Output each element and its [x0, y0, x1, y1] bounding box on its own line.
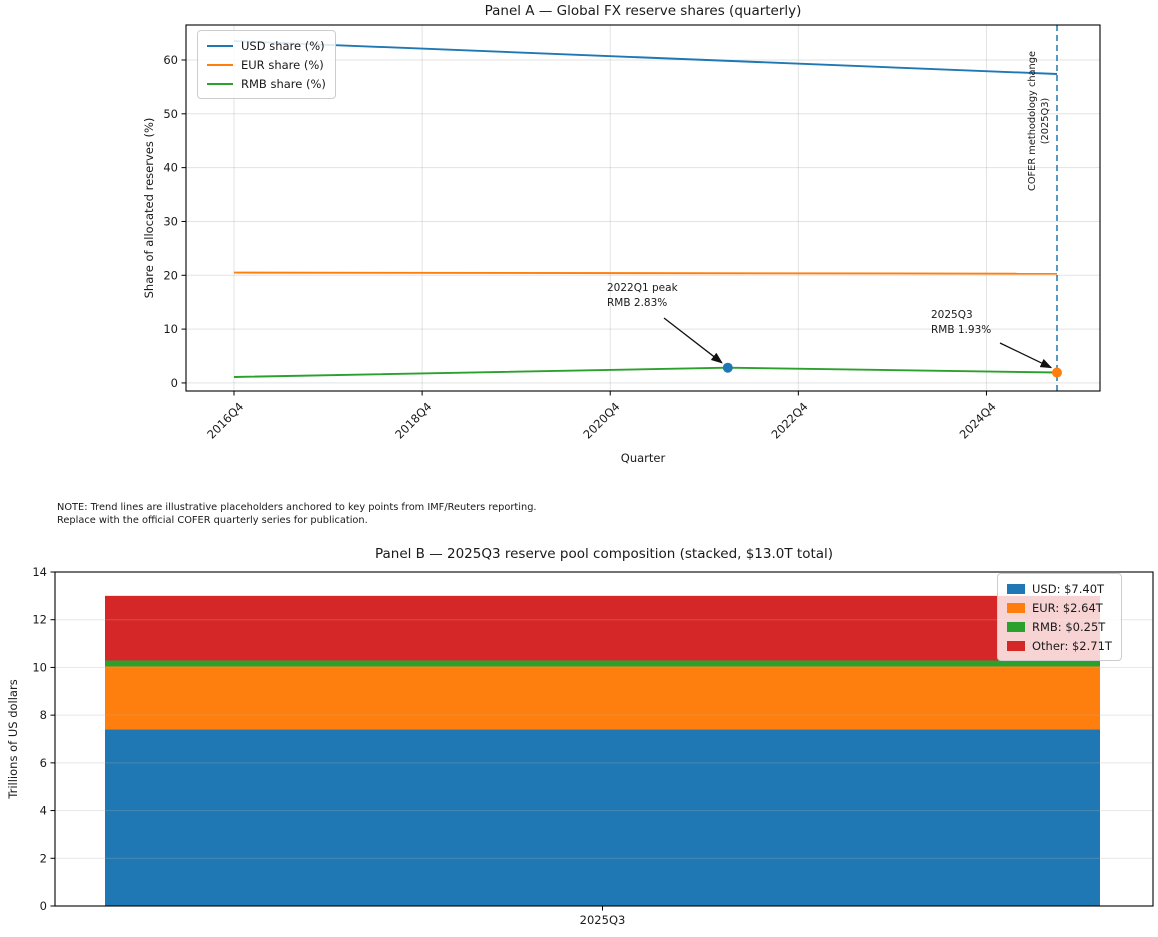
panel-b-plot: 0 2 4 6 8 10 12 14 2025Q3 — [32, 565, 1154, 927]
panel-a-y-tick-label: 30 — [163, 214, 178, 228]
panel-a-x-tick-label: 2020Q4 — [580, 399, 622, 441]
panel-a-x-tick-label: 2018Q4 — [392, 399, 434, 441]
peak-annotation-text-line-2: RMB 2.83% — [607, 297, 667, 309]
panel-b-y-tick-label: 0 — [40, 899, 47, 913]
latest-annotation-text-line-1: 2025Q3 — [931, 309, 973, 321]
panel-a-x-tick-label: 2022Q4 — [769, 399, 811, 441]
vline-label-line-2: (2025Q3) — [1040, 98, 1051, 145]
legend-label-rmb-value: RMB: $0.25T — [1032, 619, 1106, 634]
panel-b-y-tick-label: 10 — [32, 660, 47, 674]
rmb-2025q3-marker — [1052, 367, 1062, 378]
panel-a-x-tick-label: 2016Q4 — [204, 399, 246, 441]
legend-item-usd-share: USD share (%) — [207, 36, 326, 55]
panel-b-y-tick-label: 14 — [32, 565, 47, 579]
vline-label-line-1: COFER methodology change — [1027, 51, 1038, 191]
panel-b-y-tick-label: 2 — [40, 851, 47, 865]
note-line-2: Replace with the official COFER quarterl… — [57, 515, 368, 526]
panel-b-axes-frame — [54, 571, 1154, 907]
other-bar-segment — [105, 595, 1100, 661]
usd-bar-segment — [105, 729, 1100, 906]
eur-patch-swatch — [1007, 602, 1025, 613]
panel-a-x-axis-label: Quarter — [620, 451, 666, 465]
legend-item-usd-value: USD: $7.40T — [1007, 579, 1112, 598]
usd-line-swatch — [207, 44, 233, 47]
note-line-1: NOTE: Trend lines are illustrative place… — [57, 502, 537, 513]
rmb-share-line — [233, 366, 1058, 378]
panel-b-grid — [55, 619, 1153, 859]
panel-a-y-tick-label: 40 — [163, 161, 178, 175]
latest-annotation-arrow — [999, 342, 1053, 369]
panel-a-y-axis-label: Share of allocated reserves (%) — [142, 117, 156, 299]
legend-item-other-value: Other: $2.71T — [1007, 636, 1112, 655]
legend-item-eur-share: EUR share (%) — [207, 55, 326, 74]
eur-bar-segment — [105, 666, 1100, 730]
panel-a-y-tick-label: 0 — [171, 376, 178, 390]
rmb-patch-swatch — [1007, 621, 1025, 632]
legend-item-eur-value: EUR: $2.64T — [1007, 598, 1112, 617]
legend-label-rmb: RMB share (%) — [241, 76, 326, 91]
peak-annotation-text-line-1: 2022Q1 peak — [607, 282, 679, 294]
rmb-line-swatch — [207, 82, 233, 85]
peak-annotation-arrow — [663, 317, 723, 364]
legend-label-other-value: Other: $2.71T — [1032, 638, 1112, 653]
usd-patch-swatch — [1007, 583, 1025, 594]
legend-label-eur: EUR share (%) — [241, 57, 324, 72]
panel-a-y-tick-label: 10 — [163, 322, 178, 336]
other-patch-swatch — [1007, 640, 1025, 651]
panel-a-axes-frame — [185, 24, 1101, 392]
figure-note: NOTE: Trend lines are illustrative place… — [57, 501, 537, 527]
legend-label-usd: USD share (%) — [241, 38, 325, 53]
panel-b-x-tick-label: 2025Q3 — [580, 913, 626, 927]
panel-b-ticks: 0 2 4 6 8 10 12 14 2025Q3 — [32, 565, 625, 927]
panel-b-y-tick-label: 12 — [32, 613, 47, 627]
legend-label-usd-value: USD: $7.40T — [1032, 581, 1105, 596]
panel-a-y-tick-label: 60 — [163, 53, 178, 67]
eur-share-line — [233, 271, 1058, 275]
eur-line-swatch — [207, 63, 233, 66]
legend-label-eur-value: EUR: $2.64T — [1032, 600, 1103, 615]
panel-b-y-tick-label: 8 — [40, 708, 47, 722]
panel-b-y-tick-label: 4 — [40, 804, 47, 818]
panel-a-y-tick-label: 50 — [163, 107, 178, 121]
panel-b-y-axis-label: Trillions of US dollars — [6, 679, 20, 799]
panel-a-legend: USD share (%) EUR share (%) RMB share (%… — [197, 30, 336, 99]
latest-annotation-text-line-2: RMB 1.93% — [931, 324, 991, 336]
panel-b-title: Panel B — 2025Q3 reserve pool compositio… — [374, 546, 834, 562]
panel-a-title: Panel A — Global FX reserve shares (quar… — [484, 3, 802, 19]
legend-item-rmb-share: RMB share (%) — [207, 74, 326, 93]
panel-b-y-tick-label: 6 — [40, 756, 47, 770]
rmb-bar-segment — [105, 660, 1100, 667]
rmb-2022q1-peak-marker — [722, 362, 733, 373]
legend-item-rmb-value: RMB: $0.25T — [1007, 617, 1112, 636]
usd-share-line — [233, 40, 1058, 75]
panel-a-grid — [186, 25, 1100, 391]
panel-a-y-tick-label: 20 — [163, 268, 178, 282]
panel-b-legend: USD: $7.40T EUR: $2.64T RMB: $0.25T Othe… — [997, 573, 1122, 661]
panel-a-x-tick-label: 2024Q4 — [957, 399, 999, 441]
